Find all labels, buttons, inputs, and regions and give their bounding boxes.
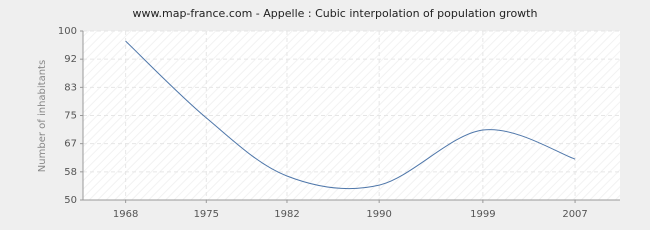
- y-tick-label: 100: [58, 26, 77, 37]
- x-tick-label: 1999: [470, 209, 495, 220]
- y-axis-label: Number of inhabitants: [37, 60, 48, 172]
- y-tick-label: 58: [64, 167, 77, 178]
- x-tick-label: 1968: [113, 209, 138, 220]
- x-tick-label: 2007: [562, 209, 587, 220]
- y-tick-label: 67: [64, 139, 77, 150]
- y-tick-label: 75: [64, 111, 77, 122]
- chart-title: www.map-france.com - Appelle : Cubic int…: [133, 7, 538, 20]
- y-tick-label: 92: [64, 54, 77, 65]
- x-tick-label: 1990: [366, 209, 391, 220]
- line-series: [125, 40, 576, 190]
- chart: www.map-france.com - Appelle : Cubic int…: [0, 0, 650, 230]
- y-tick-label: 83: [64, 82, 77, 93]
- x-tick-label: 1975: [194, 209, 219, 220]
- x-tick-label: 1982: [274, 209, 299, 220]
- y-tick-label: 50: [64, 195, 77, 206]
